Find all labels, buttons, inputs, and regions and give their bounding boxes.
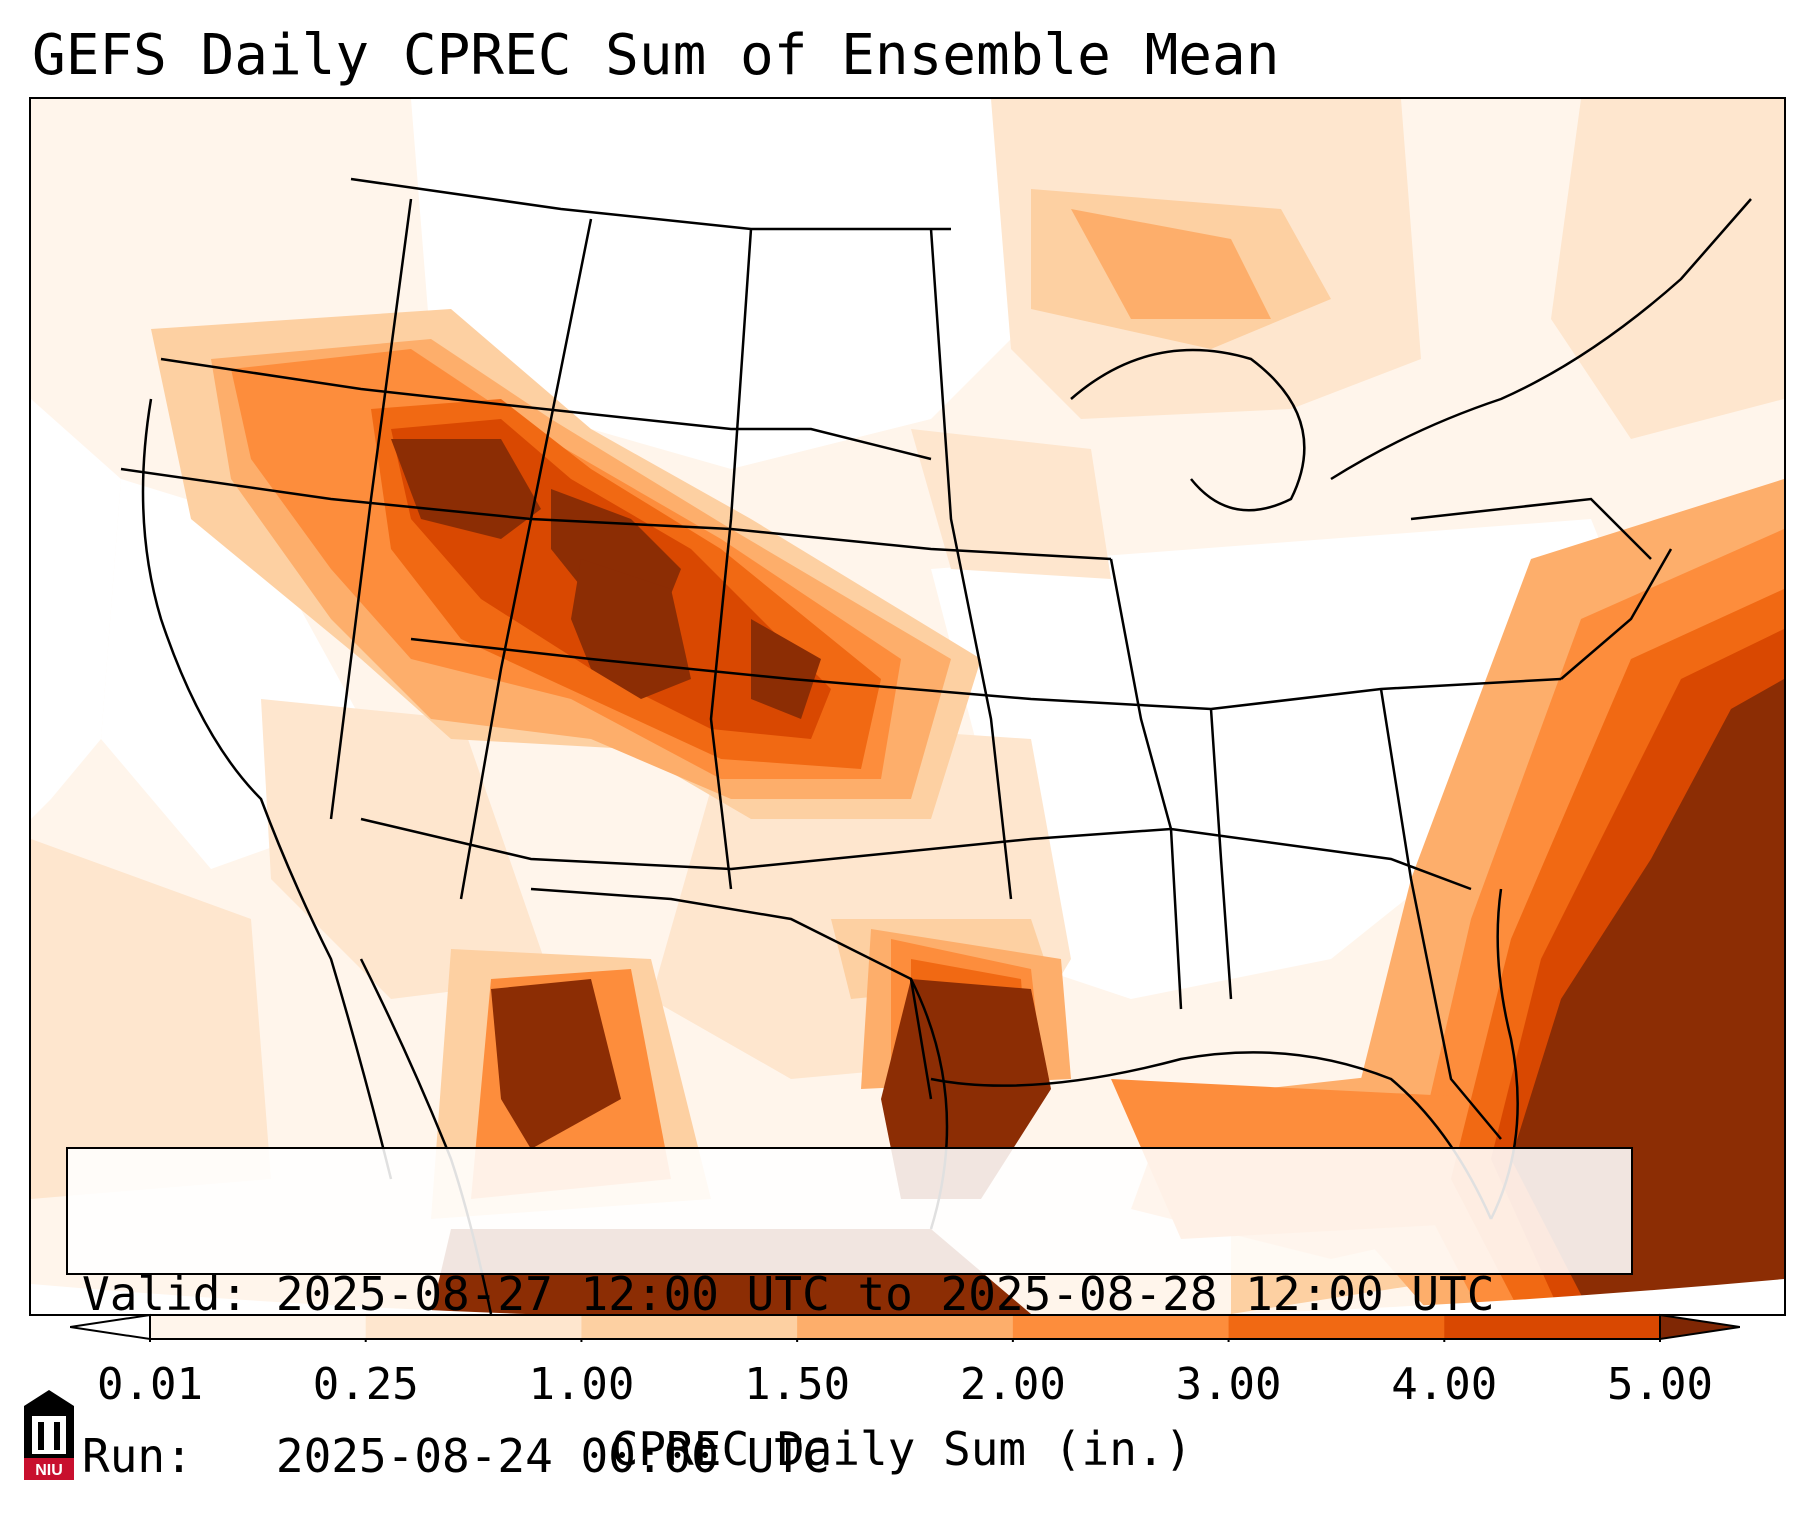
colorbar-segment bbox=[1444, 1315, 1661, 1339]
colorbar-tick-label: 2.00 bbox=[959, 1359, 1066, 1410]
colorbar-label: CPREC Daily Sum (in.) bbox=[610, 1422, 1193, 1476]
colorbar-segment bbox=[1228, 1315, 1445, 1339]
map-panel bbox=[29, 97, 1786, 1316]
light-precip-areas bbox=[31, 99, 1784, 1199]
no-precip-areas bbox=[31, 99, 1631, 999]
colorbar-tick-label: 5.00 bbox=[1607, 1359, 1713, 1410]
colorbar-tick-label: 4.00 bbox=[1391, 1359, 1498, 1410]
colorbar-tick-label: 3.00 bbox=[1175, 1359, 1282, 1410]
run-value: 2025-08-24 00:00 UTC bbox=[275, 1429, 830, 1483]
colorbar-segment bbox=[797, 1315, 1014, 1339]
logo-text: NIU bbox=[35, 1462, 63, 1479]
colorbar-segment bbox=[150, 1315, 367, 1339]
colorbar-segment bbox=[1012, 1315, 1230, 1339]
valid-line: Valid: 2025-08-27 12:00 UTC to 2025-08-2… bbox=[82, 1267, 1617, 1321]
colorbar-segment bbox=[581, 1315, 798, 1339]
valid-run-info-box: Valid: 2025-08-27 12:00 UTC to 2025-08-2… bbox=[66, 1147, 1633, 1483]
colorbar-tick-label: 0.25 bbox=[312, 1359, 419, 1410]
valid-label: Valid: bbox=[82, 1267, 249, 1321]
colorbar-segment bbox=[365, 1315, 582, 1339]
precipitation-map bbox=[31, 99, 1784, 1314]
map-title: GEFS Daily CPREC Sum of Ensemble Mean bbox=[32, 23, 1280, 88]
colorbar bbox=[70, 1313, 1740, 1342]
colorbar-under-arrow bbox=[70, 1313, 151, 1341]
colorbar-tick-label: 0.01 bbox=[97, 1359, 203, 1410]
valid-value: 2025-08-27 12:00 UTC to 2025-08-28 12:00… bbox=[275, 1267, 1495, 1321]
colorbar-over-arrow bbox=[1659, 1313, 1740, 1341]
colorbar-tick-label: 1.00 bbox=[528, 1359, 635, 1410]
run-label: Run: bbox=[82, 1429, 193, 1483]
run-line: Run: 2025-08-24 00:00 UTC bbox=[82, 1429, 1617, 1483]
colorbar-tick-label: 1.50 bbox=[744, 1359, 851, 1410]
niu-logo: NIU bbox=[24, 1390, 74, 1480]
colorbar-outline bbox=[149, 1314, 1661, 1340]
projection-edge bbox=[31, 1279, 1784, 1314]
